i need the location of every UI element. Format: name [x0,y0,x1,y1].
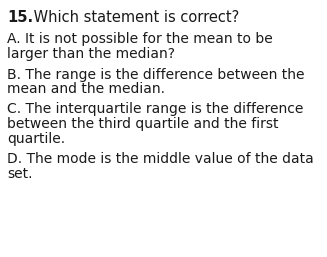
Text: 15.: 15. [7,10,33,25]
Text: between the third quartile and the first: between the third quartile and the first [7,117,279,131]
Text: A. It is not possible for the mean to be: A. It is not possible for the mean to be [7,32,273,47]
Text: Which statement is correct?: Which statement is correct? [29,10,239,25]
Text: D. The mode is the middle value of the data: D. The mode is the middle value of the d… [7,152,314,166]
Text: larger than the median?: larger than the median? [7,47,175,61]
Text: mean and the median.: mean and the median. [7,82,165,96]
Text: B. The range is the difference between the: B. The range is the difference between t… [7,68,304,81]
Text: C. The interquartile range is the difference: C. The interquartile range is the differ… [7,103,303,116]
Text: quartile.: quartile. [7,132,65,145]
Text: set.: set. [7,167,32,180]
